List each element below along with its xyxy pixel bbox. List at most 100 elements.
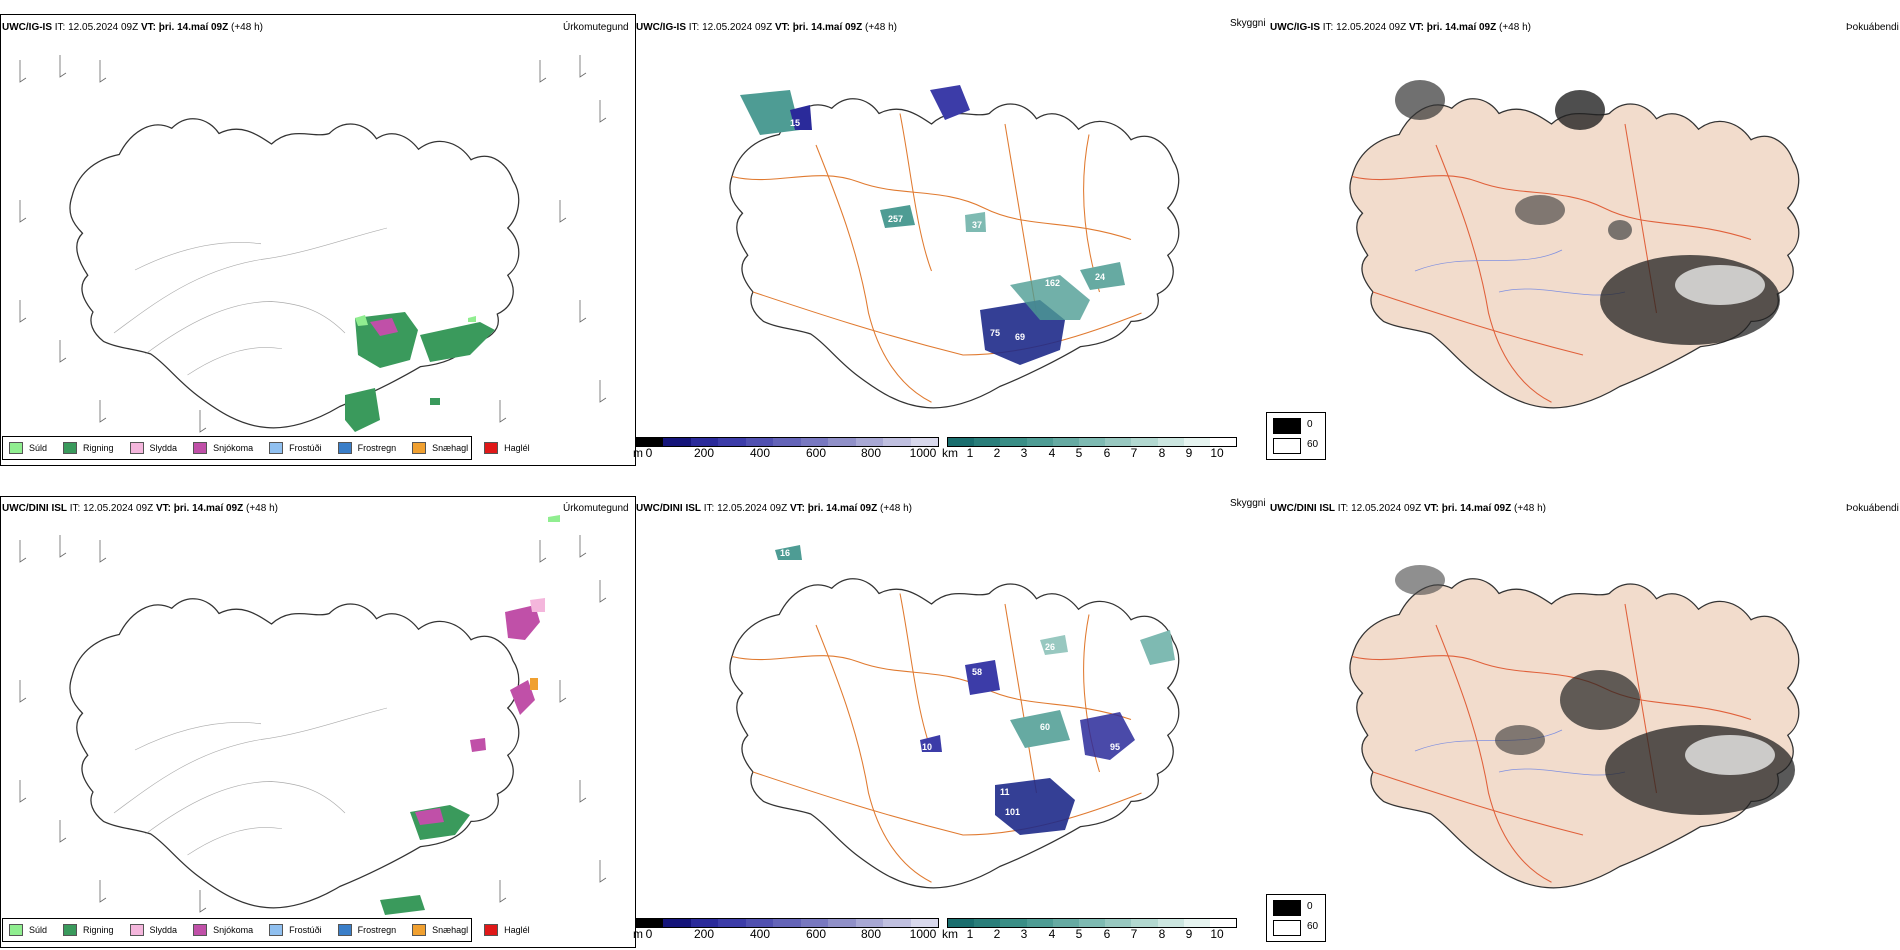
cloudbase-unit: m	[633, 927, 643, 941]
tick-label: 1	[966, 446, 974, 460]
cloud-label: 15	[790, 118, 800, 128]
map-cloud-top	[729, 98, 1180, 409]
cloud-labels-top: 15 257 37 75 69 162 24 76	[790, 118, 1105, 342]
header-fog-bottom: UWC/DINI ISL IT: 12.05.2024 09Z VT: þri.…	[1270, 503, 1546, 514]
legend-item: Snæhagl	[412, 924, 468, 936]
fog-key-top: 0 60	[1266, 412, 1326, 460]
tick-label: 6	[1103, 446, 1111, 460]
fog-blobs-top	[1395, 80, 1780, 345]
tick-label: 0	[645, 446, 653, 460]
tick-label: 7	[1130, 927, 1138, 941]
cloud-label: 37	[972, 220, 982, 230]
tick-label: 3	[1020, 927, 1028, 941]
visibility-unit: km	[942, 927, 958, 941]
legend-swatch	[337, 924, 352, 936]
cloud-title-bottom: Skyggni	[1230, 498, 1266, 509]
legend-item: Slydda	[129, 442, 177, 454]
precip-legend-top: Súld Rigning Slydda Snjókoma Frostúði Fr…	[2, 436, 530, 460]
fog-key-bottom: 0 60	[1266, 894, 1326, 942]
legend-item: Snjókoma	[193, 924, 253, 936]
cloud-label: 11	[1000, 787, 1010, 797]
legend-item: Haglél	[484, 924, 530, 936]
cloud-label: 101	[1005, 807, 1020, 817]
legend-swatch	[63, 924, 78, 936]
tick-label: 800	[860, 446, 882, 460]
cloudbase-strip	[635, 437, 939, 447]
header-cloud-top: UWC/IG-IS IT: 12.05.2024 09Z VT: þri. 14…	[636, 22, 897, 33]
tick-label: 6	[1103, 927, 1111, 941]
cloud-label: 95	[1110, 742, 1120, 752]
legend-swatch	[269, 924, 284, 936]
precip-type-panel-bottom	[0, 496, 636, 948]
tick-label: 5	[1075, 446, 1083, 460]
legend-swatch	[193, 924, 208, 936]
tick-label: 10	[1210, 927, 1224, 941]
precip-legend-bottom: Súld Rigning Slydda Snjókoma Frostúði Fr…	[2, 918, 530, 942]
map-precip-bottom	[69, 598, 520, 909]
cloud-label: 60	[1040, 722, 1050, 732]
header-fog-top: UWC/IG-IS IT: 12.05.2024 09Z VT: þri. 14…	[1270, 22, 1531, 33]
fog-key-white	[1273, 920, 1301, 936]
tick-label: 600	[805, 446, 827, 460]
legend-item: Rigning	[63, 442, 114, 454]
legend-swatch	[9, 442, 23, 454]
visibility-strip	[947, 437, 1237, 447]
legend-swatch	[9, 924, 23, 936]
legend-item: Snæhagl	[412, 442, 468, 454]
visibility-unit: km	[942, 446, 958, 460]
cloud-label: 24	[1095, 272, 1105, 282]
cloudbase-colorbar-top: m 0 200 400 600 800 1000	[633, 437, 939, 461]
cloud-blobs-bottom	[775, 545, 1175, 835]
tick-label: 2	[993, 446, 1001, 460]
tick-label: 4	[1048, 927, 1056, 941]
legend-swatch	[193, 442, 208, 454]
map-fog-top	[1349, 98, 1800, 409]
legend-item: Rigning	[63, 924, 114, 936]
legend-swatch	[337, 442, 352, 454]
cloud-label: 10	[922, 742, 932, 752]
precip-title-top: Úrkomutegund	[563, 22, 629, 33]
tick-label: 400	[749, 446, 771, 460]
cloudbase-colorbar-bottom: m 0 200 400 600 800 1000	[633, 918, 939, 942]
fog-key-white	[1273, 438, 1301, 454]
legend-swatch	[412, 924, 427, 936]
visibility-strip	[947, 918, 1237, 928]
fog-title-top: Þokuábendi	[1846, 22, 1899, 33]
legend-swatch	[412, 442, 427, 454]
map-cloud-bottom	[729, 578, 1180, 889]
visibility-colorbar-bottom: km 1 2 3 4 5 6 7 8 9 10	[942, 918, 1237, 942]
legend-item: Frostúði	[269, 442, 322, 454]
legend-swatch	[484, 442, 499, 454]
tick-label: 0	[645, 927, 653, 941]
precip-type-panel-top	[0, 14, 636, 466]
tick-label: 1000	[909, 927, 937, 941]
cloud-title-top: Skyggni	[1230, 18, 1266, 29]
header-cloud-bottom: UWC/DINI ISL IT: 12.05.2024 09Z VT: þri.…	[636, 503, 912, 514]
tick-label: 7	[1130, 446, 1138, 460]
visibility-colorbar-top: km 1 2 3 4 5 6 7 8 9 10	[942, 437, 1237, 461]
cloud-label: 58	[972, 667, 982, 677]
cloud-label: 26	[1045, 642, 1055, 652]
tick-label: 2	[993, 927, 1001, 941]
legend-item: Slydda	[129, 924, 177, 936]
fog-key-black	[1273, 418, 1301, 434]
fog-blobs-bottom	[1395, 565, 1795, 815]
cloudbase-strip	[635, 918, 939, 928]
legend-swatch	[269, 442, 284, 454]
tick-label: 1000	[909, 446, 937, 460]
map-precip-top	[69, 118, 520, 429]
tick-label: 400	[749, 927, 771, 941]
header-precip-top: UWC/IG-IS IT: 12.05.2024 09Z VT: þri. 14…	[2, 22, 263, 33]
wind-barbs-bottom	[19, 535, 607, 913]
tick-label: 9	[1185, 446, 1193, 460]
legend-item: Haglél	[484, 442, 530, 454]
tick-label: 9	[1185, 927, 1193, 941]
precip-blobs-bottom	[380, 515, 560, 915]
cloud-label: 69	[1015, 332, 1025, 342]
tick-label: 200	[693, 446, 715, 460]
tick-label: 1	[966, 927, 974, 941]
cloud-blobs-top	[740, 85, 1125, 365]
cloud-label: 257	[888, 214, 903, 224]
tick-label: 8	[1158, 927, 1166, 941]
